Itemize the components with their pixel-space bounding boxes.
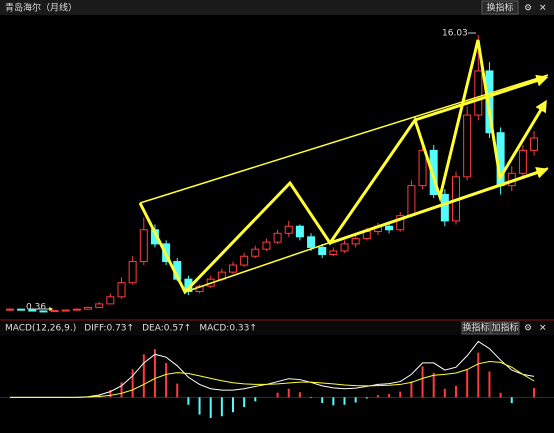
candle-body bbox=[429, 149, 438, 195]
min-label: 0.36 bbox=[26, 303, 46, 313]
candle-body bbox=[39, 310, 48, 313]
close-icon[interactable]: ✕ bbox=[539, 4, 547, 14]
candle-body bbox=[340, 243, 349, 252]
switch-button-label: 换指标 bbox=[486, 2, 513, 14]
add-indicator-button[interactable] bbox=[490, 321, 520, 335]
macd-legend-label: MACD(12,26,9.) bbox=[5, 324, 76, 334]
title-bar bbox=[0, 0, 554, 15]
macd-legend-label: DEA:0.57↑ bbox=[142, 324, 191, 334]
macd-panel bbox=[0, 340, 554, 418]
candle-body bbox=[240, 255, 249, 266]
candle-body bbox=[518, 149, 527, 174]
candle-body bbox=[50, 310, 59, 313]
macd-legend-label: DIFF:0.73↑ bbox=[84, 324, 134, 334]
close-icon[interactable]: ✕ bbox=[539, 324, 547, 334]
support-arrow bbox=[329, 167, 549, 245]
candle-body bbox=[6, 308, 14, 311]
add-indicator-label: 加指标 bbox=[491, 322, 518, 334]
candle-body bbox=[329, 250, 338, 255]
candle-body bbox=[28, 309, 37, 312]
candle-body bbox=[385, 225, 394, 231]
max-label: 16.03 bbox=[442, 29, 468, 39]
channel-upper bbox=[139, 74, 549, 204]
switch-indicator-button[interactable] bbox=[461, 321, 491, 335]
candle-body bbox=[262, 241, 271, 250]
macd-legend-label: MACD:0.33↑ bbox=[199, 324, 257, 334]
candle-body bbox=[318, 246, 327, 255]
macd-legend: MACD(12,26,9.) DIFF:0.73↑ DEA:0.57↑ MACD:0.… bbox=[5, 324, 257, 334]
candle-body bbox=[474, 70, 483, 116]
chart-title: 青岛海尔（月线） bbox=[5, 2, 77, 14]
candle-body bbox=[440, 193, 449, 222]
candle-body bbox=[229, 264, 237, 273]
candle-body bbox=[407, 185, 416, 217]
candle-body bbox=[84, 306, 93, 310]
dea-line bbox=[10, 360, 535, 398]
resistance-arrow bbox=[414, 74, 549, 122]
candle-body bbox=[485, 70, 494, 134]
candle-body bbox=[418, 149, 427, 187]
candle-body bbox=[273, 232, 282, 243]
candle-body bbox=[284, 225, 293, 234]
candle-body bbox=[61, 309, 70, 312]
candle-body bbox=[530, 137, 539, 151]
switch-indicator-label: 换指标 bbox=[462, 322, 489, 334]
candle-body bbox=[396, 215, 405, 231]
candle-body bbox=[72, 308, 81, 311]
zigzag-arrows bbox=[138, 39, 547, 295]
candle-body bbox=[251, 248, 260, 257]
candle-body bbox=[351, 238, 360, 245]
candle-body bbox=[106, 296, 115, 305]
candle-body bbox=[128, 261, 137, 284]
candle-body bbox=[17, 308, 26, 311]
candle-body bbox=[117, 282, 126, 298]
candle-body bbox=[95, 303, 104, 308]
gear-icon[interactable]: ⚙ bbox=[524, 4, 532, 14]
candle-body bbox=[463, 114, 472, 178]
macd-header bbox=[0, 321, 554, 335]
diff-line bbox=[10, 340, 535, 398]
candle-body bbox=[307, 236, 316, 248]
gear-icon[interactable]: ⚙ bbox=[524, 324, 532, 334]
candle-body bbox=[295, 225, 304, 238]
candle-body bbox=[139, 229, 148, 263]
switch-button[interactable] bbox=[481, 0, 519, 15]
trend-annotations bbox=[138, 39, 549, 295]
